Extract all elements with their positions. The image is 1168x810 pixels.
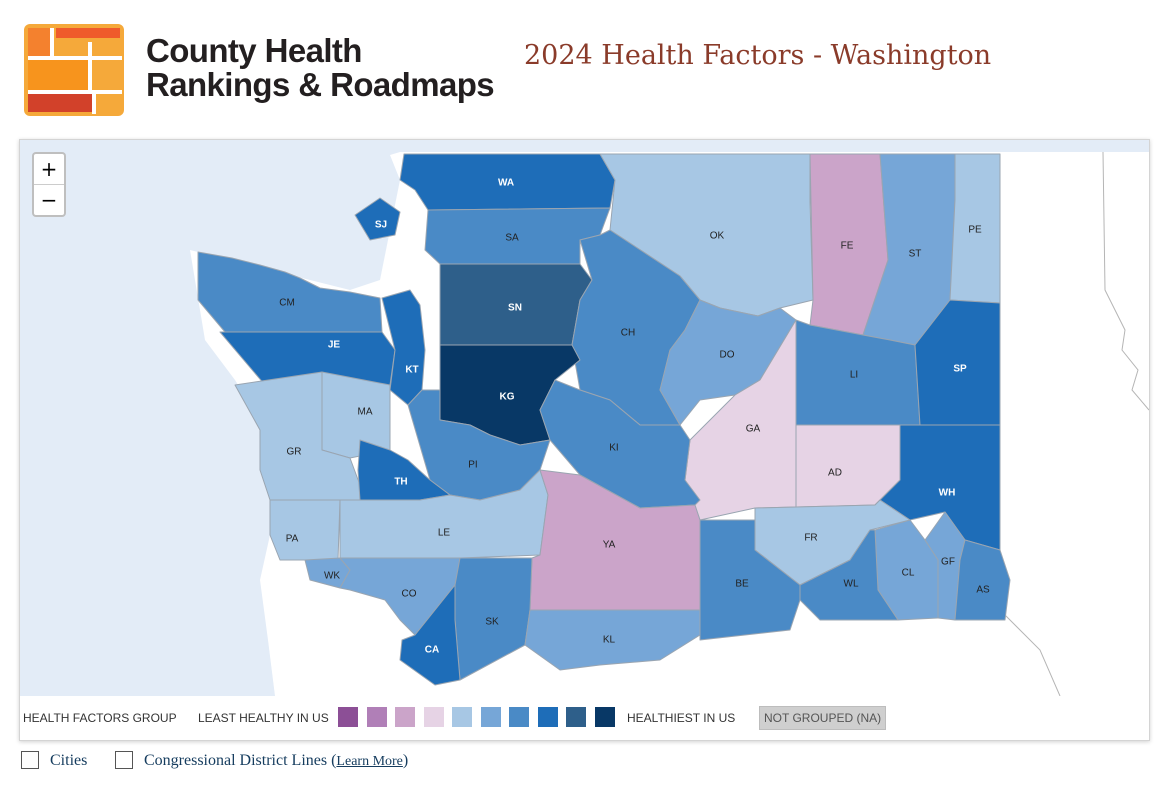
legend-not-grouped: NOT GROUPED (NA): [759, 706, 887, 730]
legend-swatch-8: [536, 706, 559, 728]
legend-swatch-4: [422, 706, 445, 728]
zoom-in-button[interactable]: +: [40, 157, 58, 181]
county-label-sj: SJ: [375, 220, 387, 231]
zoom-out-button[interactable]: −: [34, 184, 64, 215]
county-label-pe: PE: [968, 225, 982, 236]
county-sj[interactable]: [354, 197, 401, 241]
county-label-st: ST: [909, 249, 922, 260]
county-label-th: TH: [394, 477, 407, 488]
county-label-wk: WK: [324, 571, 340, 582]
county-label-fr: FR: [804, 533, 817, 544]
county-label-wl: WL: [844, 579, 859, 590]
county-health-rankings-logo: [24, 24, 124, 116]
county-label-pi: PI: [468, 460, 477, 471]
legend-swatch-3: [394, 706, 416, 728]
county-label-co: CO: [402, 589, 417, 600]
county-label-ch: CH: [621, 328, 635, 339]
county-label-ok: OK: [710, 231, 725, 242]
county-label-kl: KL: [603, 635, 616, 646]
county-label-le: LE: [438, 528, 451, 539]
map-container[interactable]: WA SJ SA OK FE ST PE CM JE SN CH DO LI SP KT KG MA GR GA AD…: [19, 139, 1150, 741]
county-label-cm: CM: [279, 298, 295, 309]
county-label-sk: SK: [485, 617, 499, 628]
county-label-do: DO: [720, 350, 735, 361]
page-title: 2024 Health Factors - Washington: [524, 40, 992, 71]
county-label-gf: GF: [941, 557, 955, 568]
county-label-wa: WA: [498, 178, 514, 189]
legend-healthiest-label: HEALTHIEST IN US: [627, 711, 736, 725]
county-label-be: BE: [735, 579, 749, 590]
oregon-idaho-border: [999, 609, 1061, 696]
county-wh[interactable]: [874, 424, 1001, 551]
legend-swatch-1: [337, 706, 359, 728]
county-label-pa: PA: [286, 534, 299, 545]
county-sa[interactable]: [424, 207, 611, 265]
legend-swatch-9: [565, 706, 587, 728]
county-label-kg: KG: [500, 392, 515, 403]
county-label-kt: KT: [405, 365, 418, 376]
legend-swatch-10: [593, 706, 616, 728]
legend-group-label: HEALTH FACTORS GROUP: [23, 711, 177, 725]
district-lines-checkbox[interactable]: [115, 751, 133, 769]
county-ma[interactable]: [321, 371, 391, 459]
county-sp[interactable]: [914, 299, 1001, 426]
county-as[interactable]: [954, 539, 1011, 621]
cities-label: Cities: [50, 752, 88, 769]
county-label-ga: GA: [746, 424, 761, 435]
county-label-fe: FE: [841, 241, 854, 252]
county-pa[interactable]: [269, 499, 341, 561]
county-cm[interactable]: [197, 251, 383, 333]
county-label-cl: CL: [902, 568, 915, 579]
brand-wordmark: County Health Rankings & Roadmaps: [146, 32, 495, 103]
county-label-li: LI: [850, 370, 858, 381]
county-label-sn: SN: [508, 303, 522, 314]
county-label-sp: SP: [953, 364, 967, 375]
county-label-ca: CA: [425, 645, 439, 656]
county-label-wh: WH: [939, 488, 956, 499]
county-label-ya: YA: [603, 540, 616, 551]
cities-checkbox[interactable]: [21, 751, 39, 769]
legend-least-label: LEAST HEALTHY IN US: [198, 711, 329, 725]
county-label-ad: AD: [828, 468, 842, 479]
county-label-je: JE: [328, 340, 341, 351]
county-label-sa: SA: [505, 233, 519, 244]
idaho-border: [1102, 151, 1149, 411]
legend-swatch-6: [479, 706, 502, 728]
county-label-gr: GR: [287, 447, 302, 458]
legend-swatch-7: [508, 706, 530, 728]
county-wl[interactable]: [799, 529, 899, 621]
zoom-control: + −: [32, 152, 66, 217]
map-legend: HEALTH FACTORS GROUP LEAST HEALTHY IN US…: [20, 696, 1149, 740]
county-ca[interactable]: [399, 584, 461, 686]
legend-swatch-5: [451, 706, 473, 728]
county-label-ki: KI: [609, 443, 618, 454]
learn-more-link[interactable]: Learn More: [336, 754, 403, 769]
county-kl[interactable]: [524, 609, 701, 671]
district-lines-label: Congressional District Lines (Learn More…: [144, 752, 409, 769]
washington-county-map[interactable]: WA SJ SA OK FE ST PE CM JE SN CH DO LI SP KT KG MA GR GA AD…: [20, 140, 1149, 696]
county-label-as: AS: [976, 585, 990, 596]
county-label-ma: MA: [358, 407, 373, 418]
legend-swatch-2: [365, 706, 388, 728]
